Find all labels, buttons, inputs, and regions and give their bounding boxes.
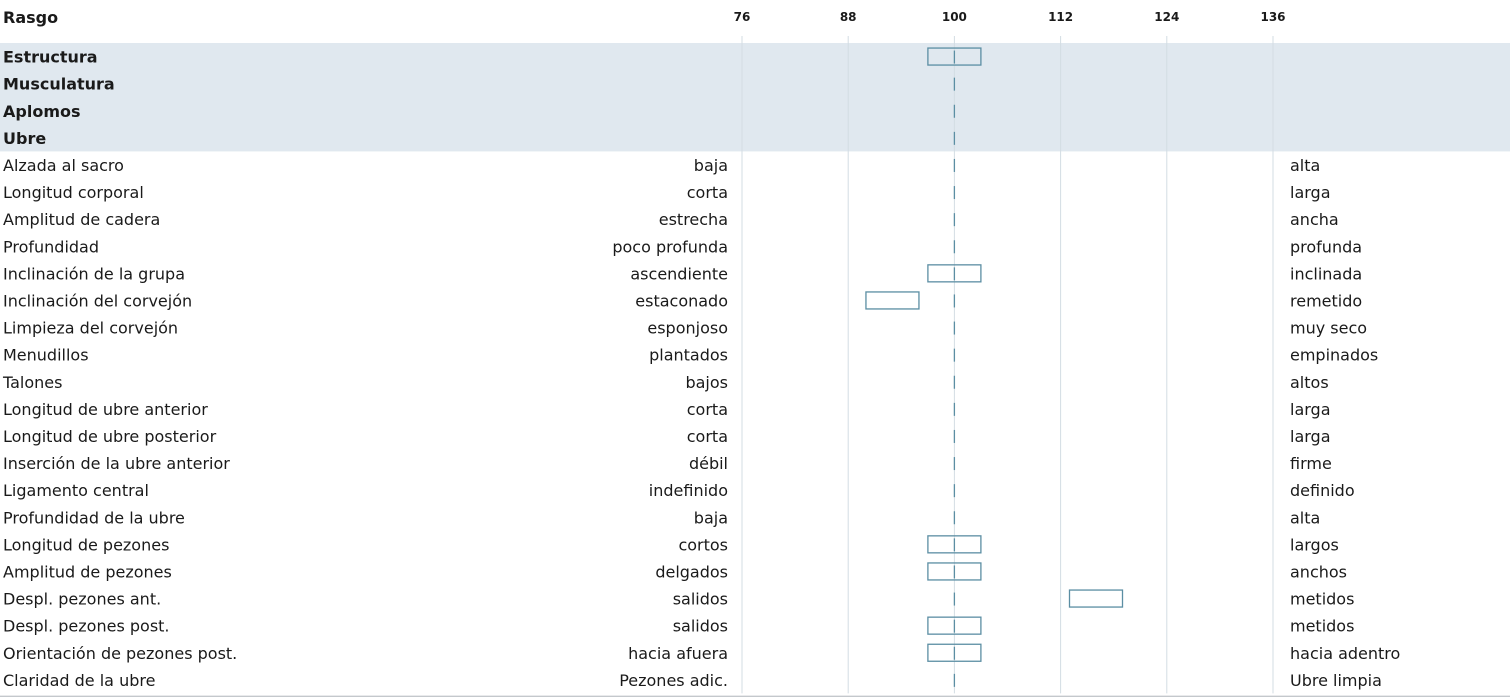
value-box bbox=[927, 264, 982, 283]
low-descriptor: baja bbox=[694, 508, 728, 527]
high-descriptor: larga bbox=[1290, 427, 1331, 446]
group-label: Ubre bbox=[3, 129, 46, 148]
high-descriptor: alta bbox=[1290, 508, 1320, 527]
low-descriptor: salidos bbox=[673, 590, 728, 609]
trait-label: Orientación de pezones post. bbox=[3, 644, 237, 663]
value-box bbox=[927, 535, 982, 554]
group-band bbox=[0, 43, 1510, 152]
low-descriptor: hacia afuera bbox=[628, 644, 728, 663]
high-descriptor: metidos bbox=[1290, 617, 1354, 636]
high-descriptor: larga bbox=[1290, 400, 1331, 419]
trait-label: Profundidad de la ubre bbox=[3, 508, 185, 527]
value-box bbox=[927, 616, 982, 635]
low-descriptor: estaconado bbox=[635, 291, 728, 310]
low-descriptor: plantados bbox=[649, 346, 728, 365]
high-descriptor: largos bbox=[1290, 535, 1339, 554]
low-descriptor: cortos bbox=[678, 535, 728, 554]
high-descriptor: inclinada bbox=[1290, 264, 1362, 283]
low-descriptor: ascendiente bbox=[630, 264, 728, 283]
tick-label: 100 bbox=[941, 10, 967, 24]
value-box bbox=[927, 643, 982, 662]
high-descriptor: alta bbox=[1290, 156, 1320, 175]
high-descriptor: larga bbox=[1290, 183, 1331, 202]
group-label: Musculatura bbox=[3, 75, 115, 94]
high-descriptor: metidos bbox=[1290, 590, 1354, 609]
low-descriptor: salidos bbox=[673, 617, 728, 636]
column-header: Rasgo bbox=[3, 8, 59, 27]
trait-label: Profundidad bbox=[3, 237, 99, 256]
high-descriptor: anchos bbox=[1290, 562, 1347, 581]
low-descriptor: débil bbox=[689, 454, 728, 473]
high-descriptor: definido bbox=[1290, 481, 1355, 500]
trait-label: Ligamento central bbox=[3, 481, 149, 500]
tick-label: 136 bbox=[1260, 10, 1286, 24]
trait-label: Longitud de pezones bbox=[3, 535, 169, 554]
high-descriptor: remetido bbox=[1290, 291, 1362, 310]
value-box bbox=[865, 291, 920, 310]
value-box bbox=[927, 47, 982, 66]
low-descriptor: corta bbox=[687, 183, 728, 202]
low-descriptor: estrecha bbox=[659, 210, 728, 229]
low-descriptor: delgados bbox=[655, 562, 728, 581]
low-descriptor: bajos bbox=[685, 373, 728, 392]
trait-label: Inclinación del corvejón bbox=[3, 291, 192, 310]
trait-label: Inserción de la ubre anterior bbox=[3, 454, 230, 473]
value-box bbox=[1068, 589, 1124, 608]
group-label: Estructura bbox=[3, 48, 98, 67]
trait-label: Amplitud de cadera bbox=[3, 210, 160, 229]
low-descriptor: corta bbox=[687, 400, 728, 419]
low-descriptor: Pezones adic. bbox=[619, 671, 728, 690]
high-descriptor: ancha bbox=[1290, 210, 1339, 229]
tick-label: 88 bbox=[839, 10, 857, 24]
group-label: Aplomos bbox=[3, 102, 81, 121]
trait-label: Despl. pezones post. bbox=[3, 617, 170, 636]
high-descriptor: muy seco bbox=[1290, 319, 1367, 338]
low-descriptor: baja bbox=[694, 156, 728, 175]
low-descriptor: corta bbox=[687, 427, 728, 446]
trait-label: Menudillos bbox=[3, 346, 89, 365]
trait-label: Inclinación de la grupa bbox=[3, 264, 185, 283]
value-box bbox=[927, 562, 982, 581]
high-descriptor: altos bbox=[1290, 373, 1329, 392]
high-descriptor: hacia adentro bbox=[1290, 644, 1400, 663]
low-descriptor: poco profunda bbox=[612, 237, 728, 256]
tick-label: 124 bbox=[1154, 10, 1180, 24]
high-descriptor: empinados bbox=[1290, 346, 1378, 365]
high-descriptor: firme bbox=[1290, 454, 1332, 473]
trait-label: Alzada al sacro bbox=[3, 156, 124, 175]
trait-label: Longitud de ubre posterior bbox=[3, 427, 217, 446]
trait-label: Despl. pezones ant. bbox=[3, 590, 161, 609]
trait-label: Limpieza del corvejón bbox=[3, 319, 178, 338]
tick-label: 76 bbox=[733, 10, 751, 24]
low-descriptor: indefinido bbox=[649, 481, 728, 500]
tick-label: 112 bbox=[1048, 10, 1074, 24]
high-descriptor: profunda bbox=[1290, 237, 1362, 256]
trait-label: Talones bbox=[2, 373, 62, 392]
trait-label: Longitud corporal bbox=[3, 183, 144, 202]
low-descriptor: esponjoso bbox=[647, 319, 728, 338]
trait-label: Claridad de la ubre bbox=[3, 671, 155, 690]
trait-label: Amplitud de pezones bbox=[3, 562, 172, 581]
high-descriptor: Ubre limpia bbox=[1290, 671, 1382, 690]
trait-label: Longitud de ubre anterior bbox=[3, 400, 208, 419]
